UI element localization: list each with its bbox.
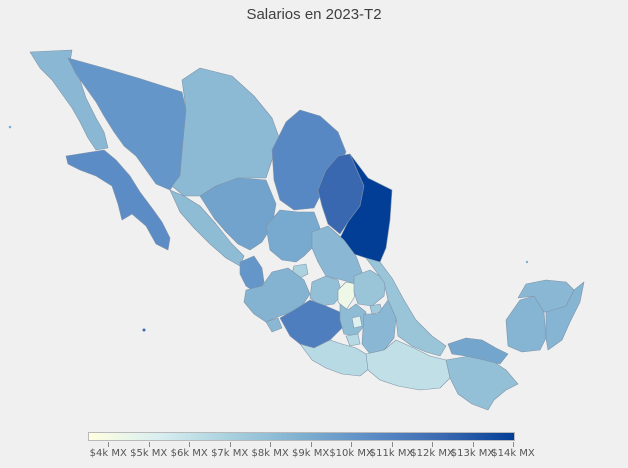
legend-tick bbox=[108, 442, 110, 447]
legend-tick-label: $6k MX bbox=[170, 448, 208, 459]
legend-tick bbox=[351, 442, 353, 447]
legend-tick-label: $7k MX bbox=[211, 448, 249, 459]
legend-tick bbox=[310, 442, 312, 447]
color-legend-ticks bbox=[88, 442, 514, 448]
state-chihuahua[interactable]: Chihuahua bbox=[171, 67, 281, 197]
state-veracruz[interactable]: Veracruz bbox=[365, 257, 447, 357]
state-puebla[interactable]: Puebla bbox=[361, 299, 397, 355]
map-title: Salarios en 2023-T2 bbox=[246, 6, 382, 23]
legend-tick bbox=[432, 442, 434, 447]
color-legend-labels: $4k MX $5k MX $6k MX $7k MX $8k MX $9k MX $10k… bbox=[88, 448, 535, 462]
legend-tick bbox=[513, 442, 514, 447]
legend-tick bbox=[472, 442, 474, 447]
state-baja-california-sur[interactable]: Baja California Sur bbox=[65, 149, 171, 251]
legend-tick bbox=[189, 442, 191, 447]
legend-tick-label: $10k MX bbox=[329, 448, 373, 459]
legend-tick-label: $13k MX bbox=[450, 448, 495, 459]
legend-tick-label: $9k MX bbox=[292, 448, 330, 459]
legend-tick bbox=[391, 442, 393, 447]
state-durango[interactable]: Durango bbox=[199, 177, 277, 251]
legend-tick-label: $12k MX bbox=[410, 448, 454, 459]
island-dot bbox=[8, 125, 12, 129]
legend-tick-label: $14k MX bbox=[491, 448, 535, 459]
island-dot bbox=[142, 328, 146, 332]
mexico-choropleth-map: Baja California Baja California Sur Sono… bbox=[8, 49, 585, 411]
state-ciudad-de-mexico[interactable]: Ciudad de México bbox=[351, 315, 363, 329]
state-quintana-roo[interactable]: Quintana Roo bbox=[545, 281, 585, 351]
state-queretaro[interactable]: Querétaro bbox=[337, 281, 357, 311]
legend-tick bbox=[148, 442, 150, 447]
island-dot bbox=[525, 260, 529, 264]
legend-tick-label: $8k MX bbox=[251, 448, 289, 459]
state-morelos[interactable]: Morelos bbox=[345, 333, 361, 347]
legend-tick bbox=[229, 442, 231, 447]
state-hidalgo[interactable]: Hidalgo bbox=[353, 269, 387, 307]
state-sonora[interactable]: Sonora bbox=[67, 57, 187, 191]
legend-tick bbox=[270, 442, 272, 447]
legend-tick-label: $4k MX bbox=[89, 448, 127, 459]
state-colima[interactable]: Colima bbox=[265, 317, 283, 333]
legend-tick-label: $11k MX bbox=[369, 448, 414, 459]
color-legend-bar bbox=[88, 432, 515, 441]
state-tabasco[interactable]: Tabasco bbox=[447, 337, 509, 365]
legend-tick-label: $5k MX bbox=[130, 448, 168, 459]
state-chiapas[interactable]: Chiapas bbox=[445, 355, 519, 411]
